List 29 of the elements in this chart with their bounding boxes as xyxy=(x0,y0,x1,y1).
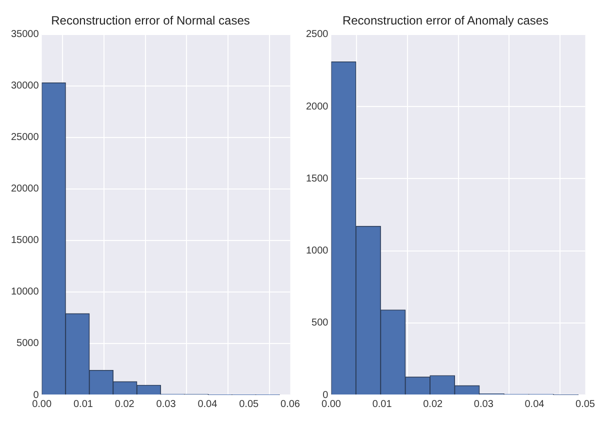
x-tick-label: 0.01 xyxy=(73,398,94,410)
x-tick-label: 0.04 xyxy=(524,398,545,410)
y-tick-label: 500 xyxy=(312,318,329,329)
x-tick-label: 0.04 xyxy=(198,398,218,410)
x-tick-label: 0.00 xyxy=(32,398,52,410)
chart-title: Reconstruction error of Anomaly cases xyxy=(342,14,549,28)
y-tick-label: 5000 xyxy=(16,338,40,350)
y-tick-label: 10000 xyxy=(10,286,40,298)
y-tick-label: 30000 xyxy=(10,80,40,92)
y-tick-label: 35000 xyxy=(10,29,40,40)
y-tick-label: 15000 xyxy=(10,235,40,246)
x-tick-label: 0.05 xyxy=(576,398,596,410)
y-tick-label: 1000 xyxy=(306,246,329,257)
y-tick-label: 1500 xyxy=(306,173,329,184)
y-tick-label: 0 xyxy=(33,390,40,401)
x-tick-label: 0.05 xyxy=(239,398,260,410)
y-tick-label: 2500 xyxy=(306,29,329,40)
x-tick-label: 0.00 xyxy=(322,398,342,410)
x-tick-label: 0.02 xyxy=(423,398,444,410)
x-tick-label: 0.06 xyxy=(280,398,300,410)
x-tick-label: 0.03 xyxy=(474,398,494,410)
x-tick-label: 0.02 xyxy=(114,398,135,410)
y-tick-label: 20000 xyxy=(10,184,40,195)
x-tick-label: 0.03 xyxy=(156,398,176,410)
y-tick-label: 25000 xyxy=(10,132,40,144)
chart-title: Reconstruction error of Normal cases xyxy=(51,14,250,28)
y-tick-label: 2000 xyxy=(306,101,329,112)
y-tick-label: 0 xyxy=(322,390,329,401)
x-tick-label: 0.01 xyxy=(372,398,392,410)
